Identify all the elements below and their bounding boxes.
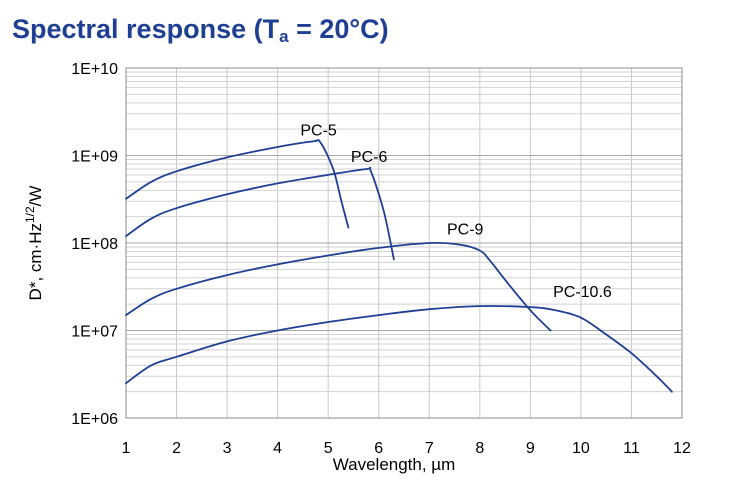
y-axis-label-base: D*, cm·Hz — [26, 223, 45, 300]
series-line-pc-10-6 — [125, 305, 673, 393]
y-axis-label: D*, cm·Hz1/2/W — [23, 186, 45, 301]
y-axis-label-superscript: 1/2 — [23, 206, 37, 223]
x-tick-label: 5 — [324, 440, 333, 457]
series-label-pc-5: PC-5 — [300, 122, 337, 139]
plot-area-border — [125, 67, 683, 419]
chart-title-suffix: = 20°C) — [288, 14, 389, 44]
chart-title: Spectral response (Ta = 20°C) — [12, 14, 389, 47]
series-line-pc-9 — [125, 241, 552, 332]
y-axis-label-tail: /W — [26, 186, 45, 207]
x-tick-label: 12 — [673, 440, 691, 457]
x-tick-label: 6 — [374, 440, 383, 457]
x-tick-label: 8 — [475, 440, 484, 457]
x-tick-label: 10 — [572, 440, 590, 457]
x-axis-tick-labels: 1 2 3 4 5 6 7 8 9 10 11 12 — [122, 440, 691, 457]
series-labels: PC-5 PC-6 PC-9 PC-10.6 — [300, 122, 612, 301]
series-label-pc-9: PC-9 — [447, 222, 484, 239]
x-tick-label: 4 — [273, 440, 282, 457]
x-tick-label: 3 — [223, 440, 232, 457]
series-label-pc-10-6: PC-10.6 — [553, 284, 612, 301]
x-tick-label: 9 — [526, 440, 535, 457]
grid — [125, 68, 683, 419]
y-tick-label: 1E+08 — [71, 236, 118, 253]
y-tick-label: 1E+07 — [71, 324, 118, 341]
series-label-pc-6: PC-6 — [351, 149, 388, 166]
series-line-pc-5 — [125, 139, 350, 229]
y-axis-tick-labels: 1E+06 1E+07 1E+08 1E+09 1E+10 — [71, 61, 118, 428]
chart-title-subscript: a — [279, 27, 289, 46]
x-tick-label: 7 — [425, 440, 434, 457]
x-tick-label: 11 — [623, 440, 640, 457]
x-tick-label: 1 — [122, 440, 131, 457]
series-lines — [125, 139, 673, 393]
x-axis-label: Wavelength, µm — [333, 455, 456, 474]
y-tick-label: 1E+10 — [71, 61, 118, 78]
x-tick-label: 2 — [172, 440, 181, 457]
series-line-pc-6 — [125, 166, 395, 261]
chart-title-prefix: Spectral response (T — [12, 14, 280, 44]
y-tick-label: 1E+06 — [71, 411, 118, 428]
y-tick-label: 1E+09 — [71, 149, 118, 166]
